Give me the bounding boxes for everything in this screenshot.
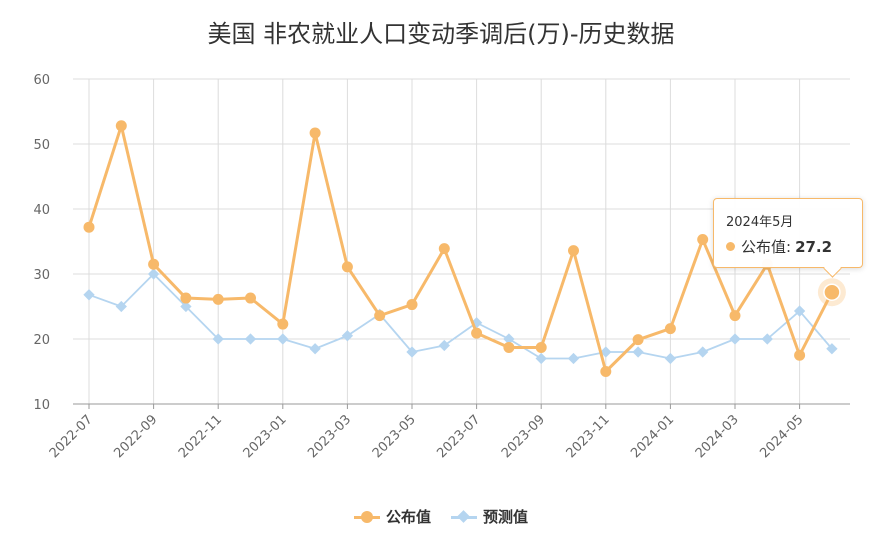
data-point-forecast xyxy=(438,339,450,352)
legend-label-forecast: 预测值 xyxy=(483,508,529,526)
chart-title: 美国 非农就业人口变动季调后(万)-历史数据 xyxy=(207,20,675,48)
x-tick-label: 2023-07 xyxy=(434,412,483,461)
tooltip-series-name: 公布值: xyxy=(741,238,792,256)
data-point-published xyxy=(180,292,192,304)
legend-item-forecast[interactable]: 预测值 xyxy=(451,506,528,527)
data-point-published xyxy=(535,341,547,353)
data-point-forecast xyxy=(697,346,709,358)
data-point-forecast xyxy=(567,352,580,365)
data-point-published xyxy=(729,310,741,322)
tooltip: 2024年5月 公布值: 27.2 xyxy=(713,198,863,278)
tooltip-series-dot xyxy=(726,242,735,251)
data-point-published xyxy=(245,292,256,304)
tooltip-row: 公布值: 27.2 xyxy=(726,236,850,257)
y-tick-label: 30 xyxy=(33,268,50,283)
data-point-published xyxy=(697,234,709,246)
legend-marker-published xyxy=(353,510,380,524)
data-point-published xyxy=(438,243,450,255)
data-point-published xyxy=(632,334,644,346)
y-tick-label: 40 xyxy=(33,203,50,218)
series-line-forecast xyxy=(88,273,833,360)
data-point-forecast xyxy=(535,352,547,365)
legend-item-published[interactable]: 公布值 xyxy=(353,506,431,527)
data-point-published xyxy=(309,127,321,139)
data-point-forecast xyxy=(277,333,289,345)
highlight-point xyxy=(823,283,841,301)
data-point-forecast xyxy=(83,289,95,301)
data-point-published xyxy=(664,323,676,335)
data-point-forecast xyxy=(826,343,838,355)
data-point-forecast xyxy=(212,333,224,345)
x-tick-label: 2023-05 xyxy=(370,412,419,461)
data-point-forecast xyxy=(341,330,354,342)
data-point-published xyxy=(277,318,289,330)
data-point-forecast xyxy=(600,346,612,358)
tooltip-date: 2024年5月 xyxy=(726,215,794,230)
data-point-published xyxy=(148,258,160,270)
data-point-published xyxy=(471,327,483,339)
data-point-forecast xyxy=(503,333,515,345)
data-point-published xyxy=(568,245,579,257)
data-point-forecast xyxy=(244,333,257,345)
data-point-published xyxy=(503,341,515,353)
x-tick-label: 2023-03 xyxy=(305,412,354,461)
data-point-published xyxy=(600,366,612,377)
x-tick-label: 2023-09 xyxy=(499,412,548,461)
data-point-published xyxy=(341,261,353,273)
y-tick-label: 50 xyxy=(33,138,50,153)
data-point-forecast xyxy=(729,333,741,345)
x-tick-label: 2022-11 xyxy=(176,412,225,461)
x-tick-label: 2022-07 xyxy=(47,412,96,461)
data-point-forecast xyxy=(761,333,773,345)
data-point-forecast xyxy=(180,300,192,313)
y-tick-label: 20 xyxy=(33,333,50,348)
y-tick-label: 60 xyxy=(33,73,50,88)
legend: 公布值 预测值 xyxy=(0,506,882,527)
x-tick-label: 2023-01 xyxy=(241,412,290,461)
data-point-forecast xyxy=(309,343,321,355)
grid-lines xyxy=(73,78,850,405)
data-point-forecast xyxy=(793,305,806,317)
x-tick-label: 2023-11 xyxy=(564,412,613,461)
data-point-forecast xyxy=(147,268,160,280)
highlight xyxy=(817,278,846,307)
data-point-forecast xyxy=(664,352,677,365)
data-point-published xyxy=(212,293,224,305)
x-tick-label: 2024-05 xyxy=(757,412,806,461)
data-point-published xyxy=(83,221,95,233)
x-tick-label: 2022-09 xyxy=(111,412,160,461)
data-point-forecast xyxy=(632,346,644,358)
data-point-published xyxy=(374,310,386,322)
data-point-forecast xyxy=(406,346,418,358)
legend-label-published: 公布值 xyxy=(385,508,431,526)
data-point-published xyxy=(794,349,806,361)
x-tick-label: 2024-01 xyxy=(628,412,677,461)
y-tick-label: 10 xyxy=(33,398,50,413)
series xyxy=(83,120,838,377)
legend-marker-forecast xyxy=(451,509,477,524)
tooltip-value: 27.2 xyxy=(795,237,833,256)
x-tick-label: 2024-03 xyxy=(693,412,742,461)
data-point-published xyxy=(115,120,127,132)
data-point-published xyxy=(406,299,418,311)
